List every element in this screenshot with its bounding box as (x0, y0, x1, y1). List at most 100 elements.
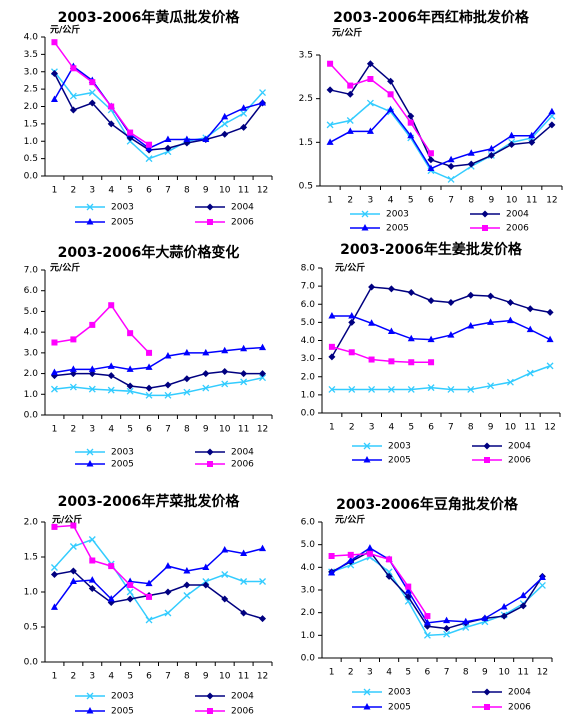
data-point (240, 104, 248, 111)
data-point (70, 65, 77, 72)
data-point (387, 105, 395, 113)
x-tick-label: 11 (526, 196, 537, 206)
legend-marker (361, 224, 369, 231)
data-point (145, 616, 153, 624)
data-point (69, 543, 77, 550)
y-tick-label: 2.0 (24, 369, 39, 379)
data-point (69, 106, 77, 114)
data-point (259, 544, 267, 552)
data-point (146, 349, 153, 356)
data-point (202, 384, 210, 392)
data-point (447, 385, 455, 393)
data-point (88, 385, 96, 393)
x-tick-label: 6 (425, 668, 431, 678)
y-tick-label: 0.5 (24, 154, 38, 164)
data-point (50, 603, 58, 610)
data-point (427, 335, 435, 343)
y-tick-label: 1.0 (301, 390, 316, 400)
x-tick-label: 11 (238, 425, 249, 435)
data-point (183, 135, 191, 143)
y-tick-label: 6.0 (301, 518, 316, 528)
x-tick-label: 6 (146, 425, 152, 435)
data-point (428, 359, 435, 366)
data-point (127, 330, 134, 337)
y-tick-label: 3.0 (24, 348, 39, 358)
legend-label: 2003 (388, 442, 411, 452)
data-point (405, 583, 412, 590)
data-point (366, 60, 374, 68)
data-point (259, 99, 267, 106)
series-line (54, 524, 150, 598)
data-point (538, 582, 546, 589)
data-point (347, 551, 354, 558)
data-point (240, 123, 248, 131)
data-point (240, 549, 248, 556)
x-tick-label: 4 (108, 672, 114, 682)
data-point (146, 593, 153, 600)
data-point (69, 92, 77, 100)
data-point (368, 283, 376, 291)
legend-marker (206, 448, 214, 456)
y-tick-label: 1.5 (299, 138, 313, 148)
data-point (326, 121, 334, 129)
data-point (164, 135, 172, 143)
data-point (183, 375, 191, 383)
y-tick-label: 5.0 (301, 318, 316, 328)
legend-marker (484, 457, 490, 463)
x-tick-label: 2 (71, 186, 77, 196)
data-point (259, 374, 267, 382)
x-tick-label: 5 (127, 672, 133, 682)
x-tick-label: 7 (444, 668, 450, 678)
data-point (348, 349, 355, 356)
y-tick-label: 0.5 (24, 623, 38, 633)
y-axis-label: 元/公斤 (332, 27, 362, 39)
data-point (404, 587, 412, 594)
data-point (487, 382, 495, 390)
x-tick-label: 12 (257, 186, 268, 196)
data-point (443, 625, 451, 633)
series-line (54, 376, 263, 397)
x-tick-label: 8 (468, 423, 474, 433)
data-point (326, 138, 334, 145)
data-point (126, 365, 134, 372)
data-point (108, 103, 115, 110)
x-tick-label: 10 (505, 423, 517, 433)
data-point (443, 616, 451, 624)
x-tick-label: 2 (71, 672, 77, 682)
legend-marker (86, 460, 94, 467)
data-point (348, 312, 356, 319)
y-tick-label: 4.0 (24, 328, 39, 338)
y-tick-label: 4.0 (301, 563, 316, 573)
data-point (107, 386, 115, 394)
data-point (528, 138, 536, 146)
x-tick-label: 6 (146, 672, 152, 682)
series-line (54, 304, 150, 354)
x-tick-label: 3 (368, 196, 374, 206)
x-tick-label: 3 (89, 672, 95, 682)
series-line (53, 71, 264, 160)
data-point (407, 385, 415, 393)
legend-marker (483, 442, 491, 450)
x-tick-label: 9 (482, 668, 488, 678)
x-tick-label: 12 (537, 668, 548, 678)
data-point (528, 131, 536, 139)
y-tick-label: 3.5 (299, 51, 313, 61)
y-tick-label: 5.0 (24, 307, 39, 317)
data-point (366, 127, 374, 134)
data-point (462, 623, 470, 631)
x-tick-label: 8 (184, 672, 190, 682)
series-line (329, 63, 432, 154)
data-point (164, 609, 172, 617)
x-tick-label: 11 (238, 186, 249, 196)
data-point (107, 372, 115, 380)
legend-marker (86, 203, 94, 211)
y-tick-label: 3.0 (24, 67, 39, 77)
data-point (487, 144, 495, 152)
data-point (368, 319, 376, 326)
legend-label: 2006 (506, 224, 529, 234)
data-point (240, 609, 248, 617)
x-tick-label: 10 (219, 425, 231, 435)
data-point (366, 544, 374, 551)
data-point (50, 564, 58, 571)
data-point (259, 89, 267, 97)
